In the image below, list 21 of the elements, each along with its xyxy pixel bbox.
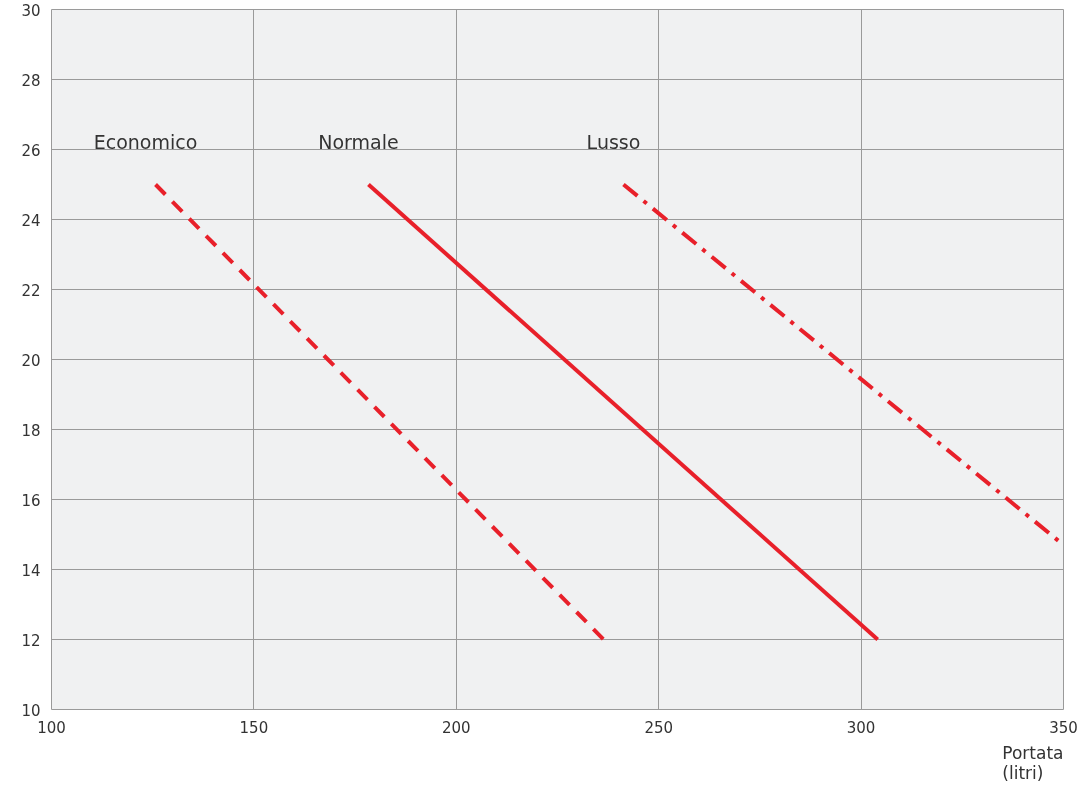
x-tick-label: 150 <box>239 718 269 737</box>
y-tick-label: 14 <box>21 561 41 580</box>
text: Normale <box>318 130 399 153</box>
x-tick-label: 350 <box>1049 718 1078 737</box>
y-tick-label: 24 <box>21 211 41 230</box>
y-tick-label: 18 <box>21 421 41 440</box>
x-tick-label: 300 <box>846 718 876 737</box>
y-tick-label: 16 <box>21 491 41 510</box>
y-tick-label: 26 <box>21 141 41 160</box>
y-tick-label: 20 <box>21 351 41 370</box>
y-tick-label: 10 <box>21 701 41 720</box>
x-tick-label: 100 <box>37 718 66 737</box>
series-label: Lusso <box>586 130 641 153</box>
y-tick-label: 22 <box>21 281 41 300</box>
x-axis-title: Portata (litri) <box>1002 742 1064 783</box>
y-tick-label: 12 <box>21 631 41 650</box>
y-tick-label: 30 <box>21 1 41 20</box>
y-tick-label: 28 <box>21 71 41 90</box>
text: Economico <box>93 130 198 153</box>
x-tick-label: 200 <box>441 718 471 737</box>
x-tick-label: 250 <box>644 718 674 737</box>
